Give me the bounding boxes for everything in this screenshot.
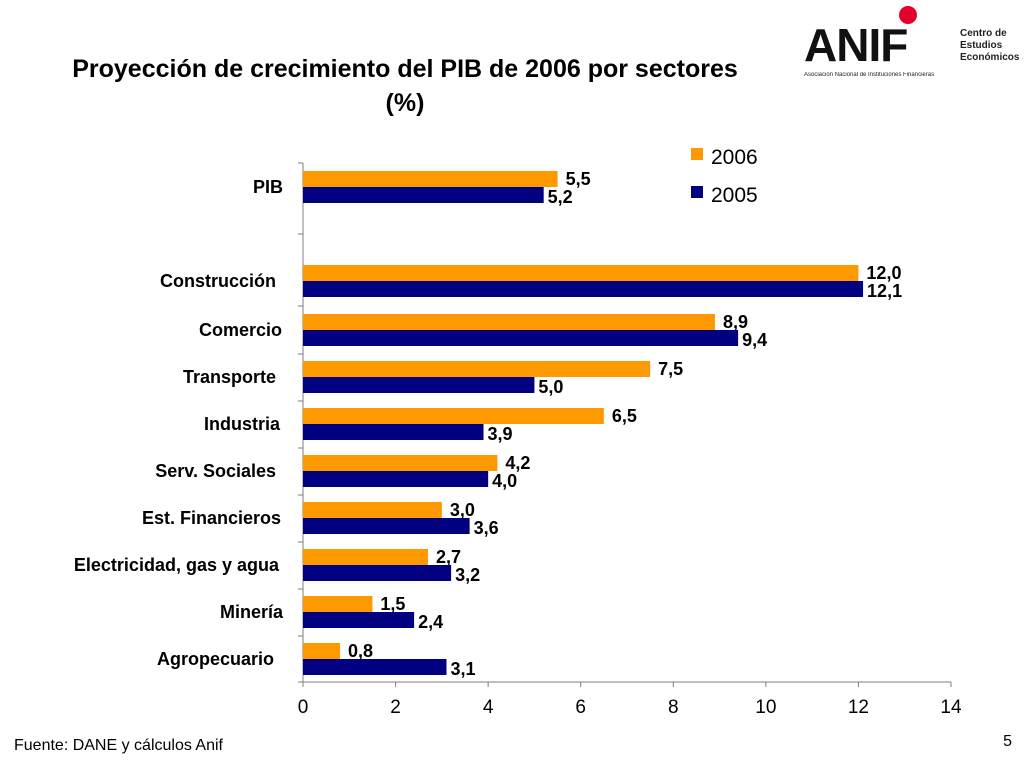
bar-2005 (303, 187, 544, 203)
legend-swatch-2005 (691, 186, 703, 198)
legend-swatch-2006 (691, 148, 703, 160)
logo-wordmark: ANIF (804, 19, 908, 71)
data-label-2005: 9,4 (742, 330, 767, 350)
bar-2005 (303, 612, 415, 628)
x-tick-label: 2 (390, 697, 401, 718)
category-label: Transporte (183, 367, 276, 387)
data-label-2006: 3,0 (450, 500, 475, 520)
x-tick-label: 8 (668, 697, 679, 718)
x-tick-label: 4 (483, 697, 494, 718)
legend-label-2006: 2006 (711, 146, 758, 169)
bar-2005 (303, 659, 447, 675)
x-tick-label: 14 (940, 697, 962, 718)
data-label-2005: 3,9 (488, 424, 513, 444)
logo-side-text: Centro de Estudios Económicos (960, 28, 1019, 64)
anif-logo: ANIF Asociación Nacional de Institucione… (800, 4, 1022, 84)
bar-2006 (303, 265, 859, 281)
category-label: Est. Financieros (142, 508, 281, 528)
bar-2005 (303, 518, 470, 534)
bar-2005 (303, 281, 864, 297)
data-label-2005: 5,2 (548, 187, 573, 207)
data-label-2005: 12,1 (867, 281, 902, 301)
logo-dot-icon (899, 6, 917, 24)
logo-side-line: Económicos (960, 52, 1020, 63)
category-label: Minería (220, 602, 284, 622)
category-label: Agropecuario (157, 649, 274, 669)
bar-2006 (303, 314, 715, 330)
bar-2005 (303, 471, 489, 487)
data-label-2006: 7,5 (658, 359, 683, 379)
logo-side-line: Estudios (960, 40, 1003, 51)
data-label-2005: 3,1 (450, 659, 475, 679)
data-label-2005: 5,0 (538, 377, 563, 397)
logo-subtitle: Asociación Nacional de Instituciones Fin… (804, 72, 935, 78)
chart-title: Proyección de crecimiento del PIB de 200… (72, 55, 738, 83)
source-note: Fuente: DANE y cálculos Anif (14, 737, 223, 754)
data-label-2005: 2,4 (418, 612, 443, 632)
x-tick-label: 6 (575, 697, 586, 718)
x-tick-label: 10 (755, 697, 776, 718)
logo-side-line: Centro de (960, 28, 1007, 39)
bar-2005 (303, 377, 535, 393)
bar-2005 (303, 565, 452, 581)
chart-title-unit: (%) (385, 89, 425, 117)
data-label-2006: 0,8 (348, 641, 373, 661)
data-label-2006: 12,0 (866, 263, 901, 283)
data-label-2006: 1,5 (380, 594, 405, 614)
category-label: Comercio (199, 320, 282, 340)
bar-2006 (303, 643, 341, 659)
bar-2006 (303, 502, 442, 518)
bar-2006 (303, 549, 428, 565)
data-label-2006: 2,7 (436, 547, 461, 567)
data-label-2006: 4,2 (505, 453, 530, 473)
data-label-2006: 6,5 (612, 406, 637, 426)
data-label-2005: 3,2 (455, 565, 480, 585)
category-label: PIB (253, 177, 283, 197)
data-label-2006: 5,5 (566, 169, 591, 189)
category-label: Serv. Sociales (155, 461, 276, 481)
x-tick-label: 0 (298, 697, 309, 718)
category-label: Construcción (160, 271, 276, 291)
page-number: 5 (1003, 733, 1012, 750)
category-label: Electricidad, gas y agua (74, 555, 280, 575)
bar-2006 (303, 596, 373, 612)
bar-2005 (303, 424, 484, 440)
data-label-2005: 3,6 (474, 518, 499, 538)
bar-2006 (303, 455, 498, 471)
legend-label-2005: 2005 (711, 184, 758, 207)
category-label: Industria (204, 414, 281, 434)
bar-2006 (303, 171, 558, 187)
bar-2006 (303, 408, 604, 424)
bar-2005 (303, 330, 739, 346)
bar-2006 (303, 361, 651, 377)
data-label-2005: 4,0 (492, 471, 517, 491)
x-tick-label: 12 (848, 697, 869, 718)
data-label-2006: 8,9 (723, 312, 748, 332)
